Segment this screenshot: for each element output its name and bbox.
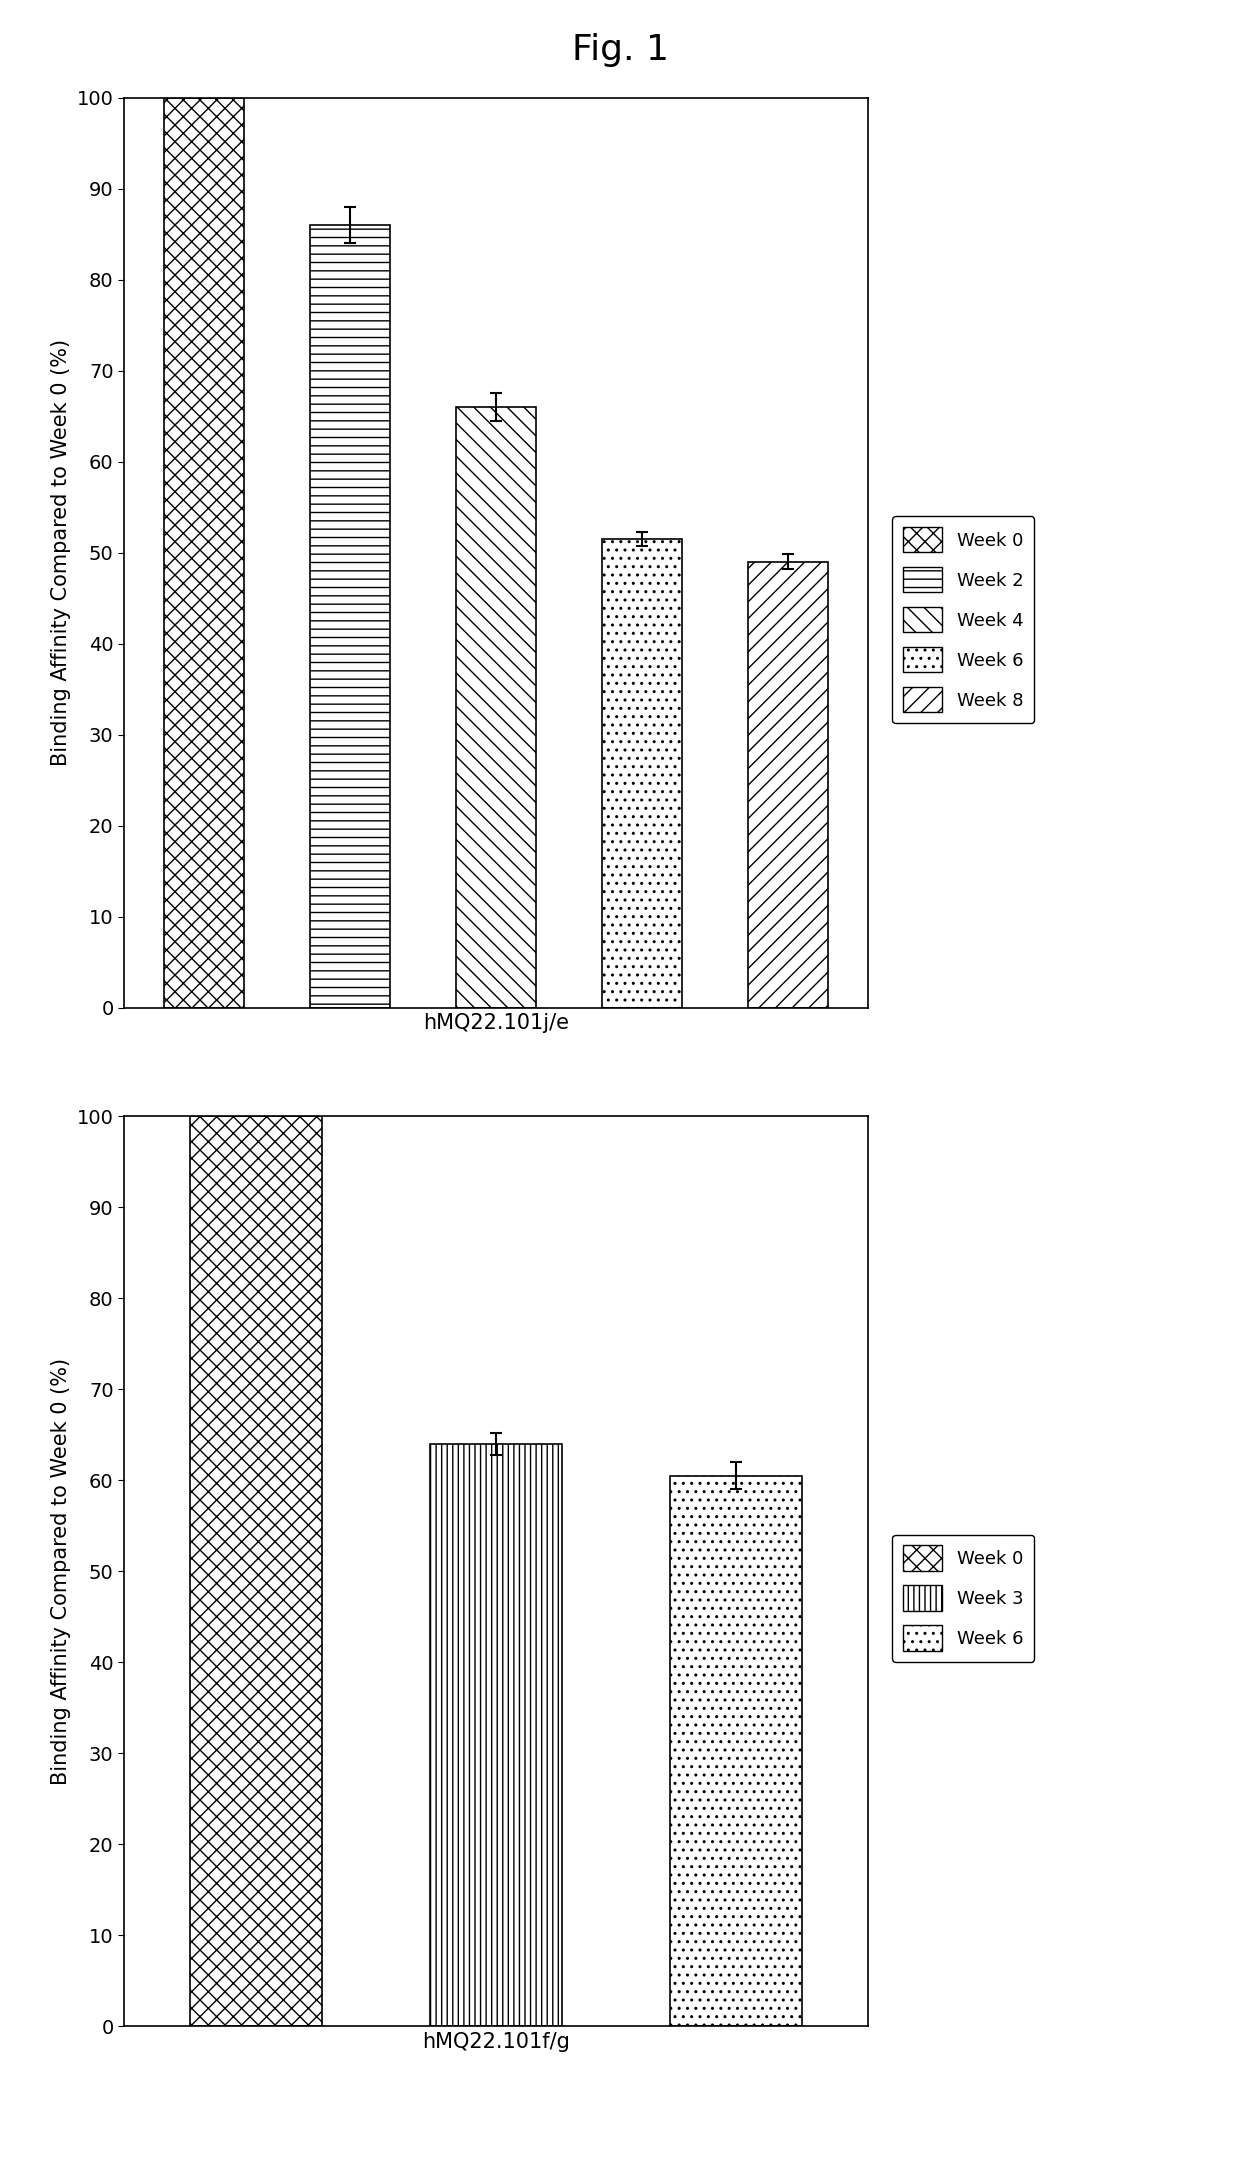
Legend: Week 0, Week 2, Week 4, Week 6, Week 8: Week 0, Week 2, Week 4, Week 6, Week 8	[892, 516, 1034, 724]
Bar	[670, 1476, 802, 2026]
Bar	[456, 407, 536, 1008]
Y-axis label: Binding Affinity Compared to Week 0 (%): Binding Affinity Compared to Week 0 (%)	[51, 1357, 71, 1786]
Bar	[430, 1443, 562, 2026]
Bar	[748, 561, 828, 1008]
Text: Fig. 1: Fig. 1	[572, 33, 668, 67]
Bar	[310, 225, 391, 1008]
Bar	[164, 98, 244, 1008]
Legend: Week 0, Week 3, Week 6: Week 0, Week 3, Week 6	[892, 1534, 1034, 1662]
Y-axis label: Binding Affinity Compared to Week 0 (%): Binding Affinity Compared to Week 0 (%)	[51, 338, 71, 767]
Bar	[190, 1116, 322, 2026]
X-axis label: hMQ22.101j/e: hMQ22.101j/e	[423, 1014, 569, 1034]
Bar	[601, 540, 682, 1008]
X-axis label: hMQ22.101f/g: hMQ22.101f/g	[422, 2033, 570, 2052]
